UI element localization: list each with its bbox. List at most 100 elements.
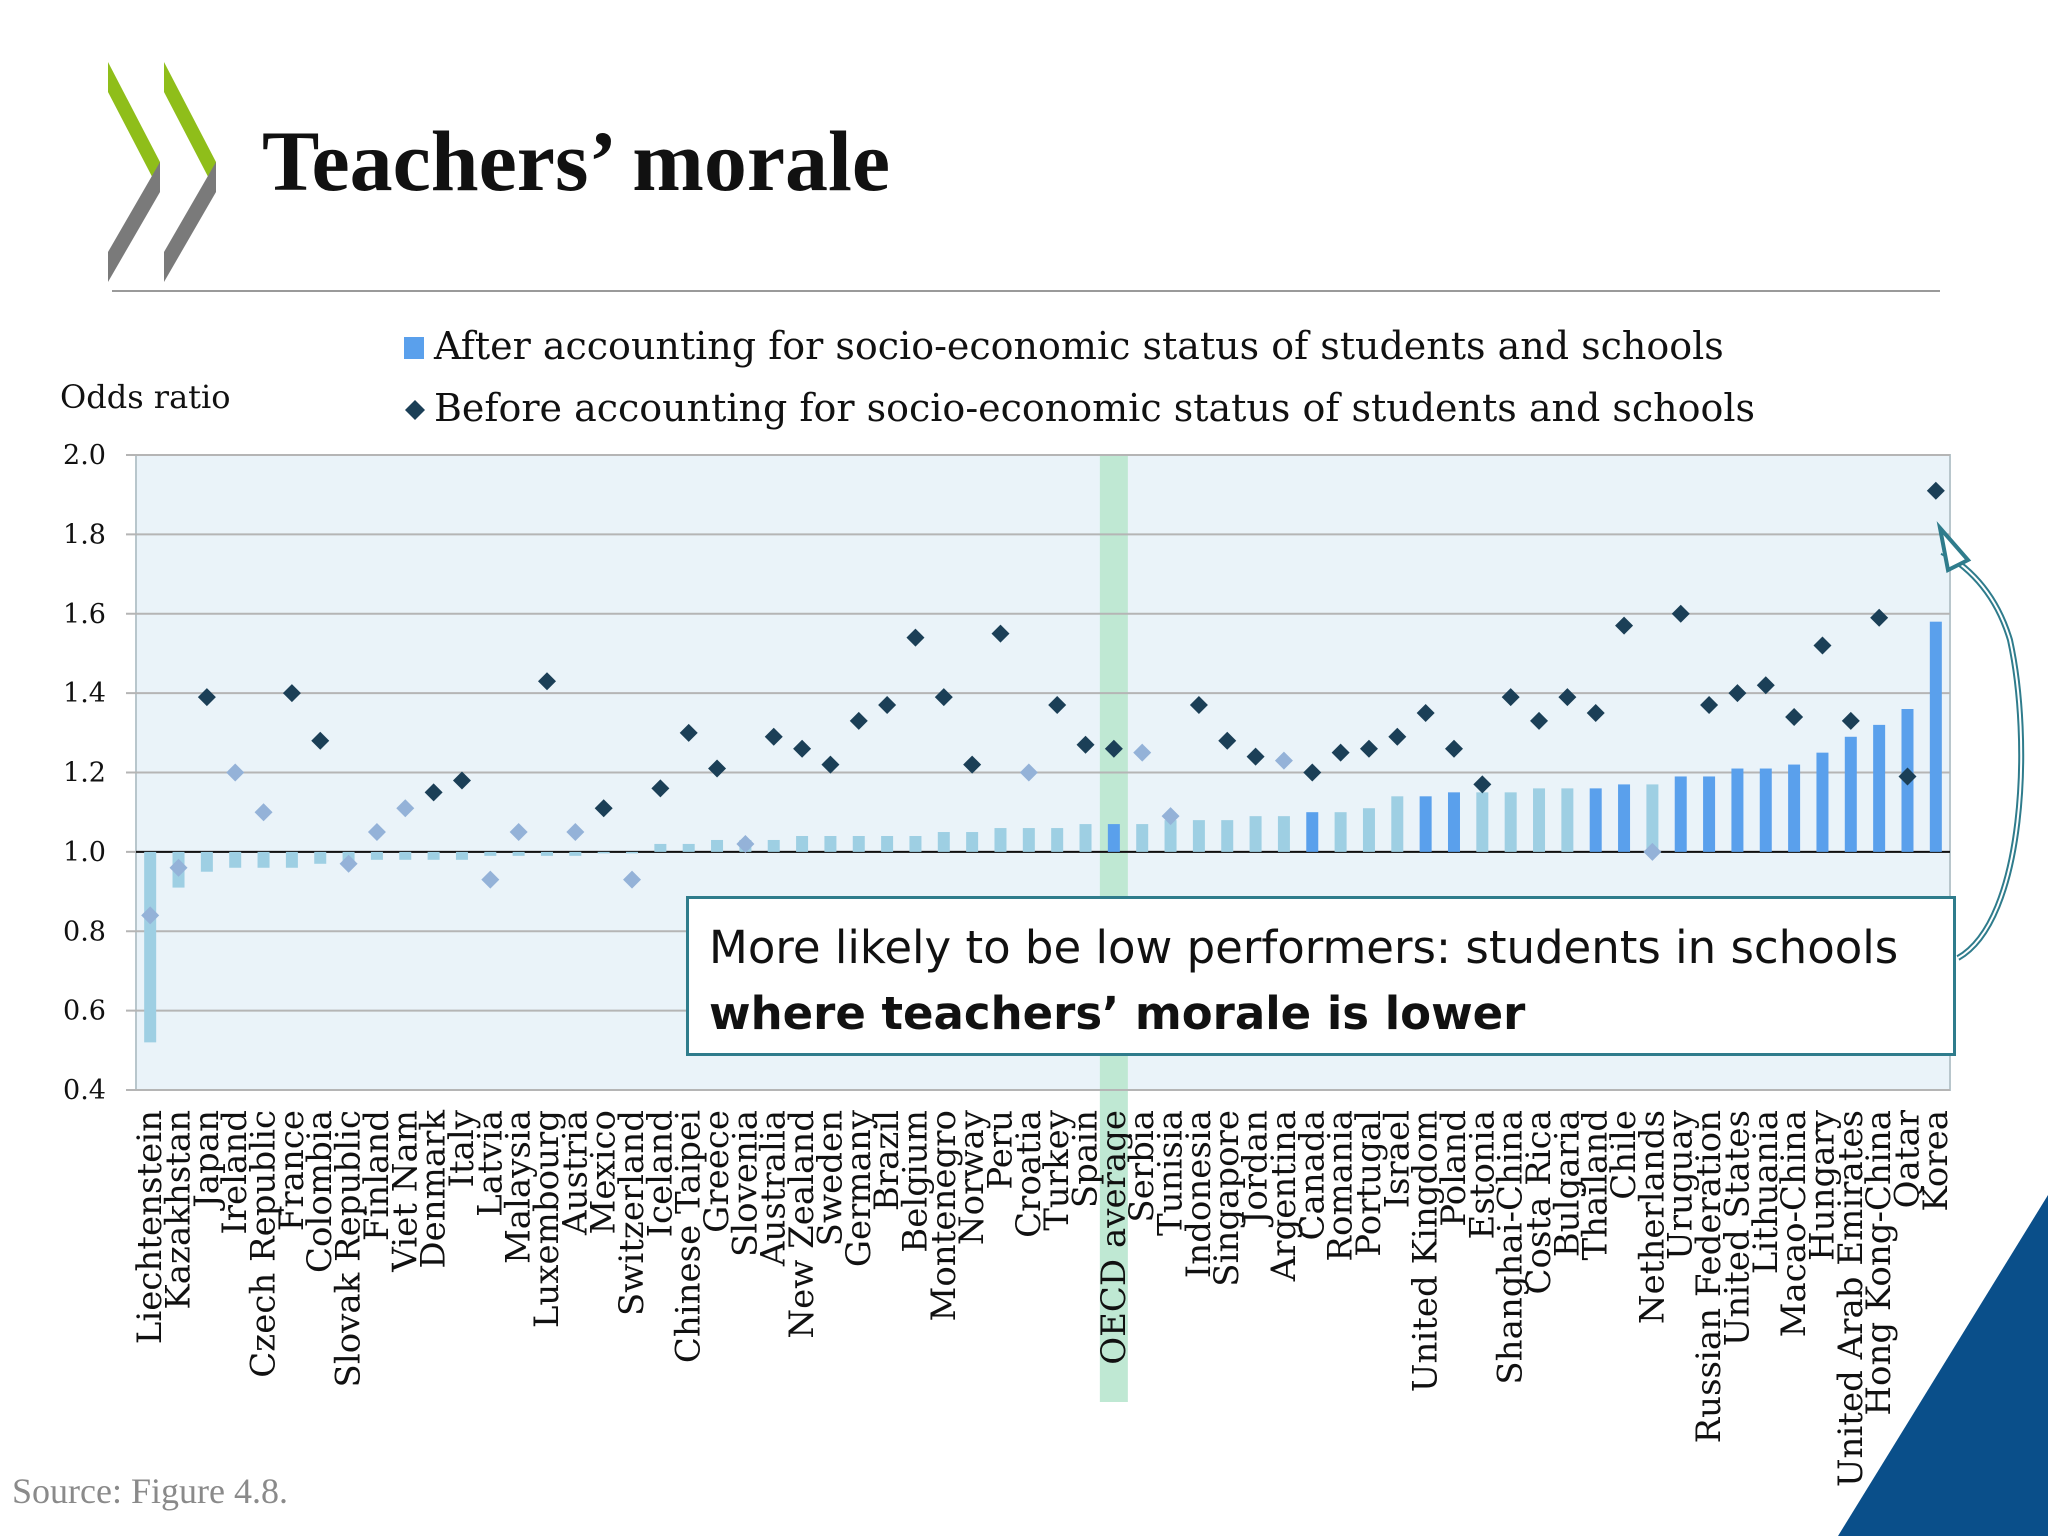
bar xyxy=(1051,828,1064,852)
x-category-label: Montenegro xyxy=(924,1110,964,1321)
diamond-marker xyxy=(764,727,783,746)
x-category-label: Sweden xyxy=(810,1110,850,1246)
y-tick-label: 1.6 xyxy=(63,599,106,630)
diamond-marker xyxy=(1756,676,1775,695)
x-category-label: Luxembourg xyxy=(527,1110,567,1328)
bar xyxy=(1277,816,1290,852)
diamond-marker xyxy=(991,624,1010,643)
x-category-label: Spain xyxy=(1066,1110,1106,1208)
diamond-marker xyxy=(1019,763,1038,782)
bar xyxy=(314,851,327,864)
x-category-label: Italy xyxy=(442,1109,482,1187)
diamond-marker xyxy=(878,696,897,715)
x-category-label: Lithuania xyxy=(1746,1110,1786,1274)
bar xyxy=(1164,820,1177,852)
x-category-label: Russian Federation xyxy=(1689,1110,1729,1443)
bar xyxy=(626,851,639,854)
x-category-label: Liechtenstein xyxy=(130,1110,170,1344)
bar xyxy=(881,836,894,852)
x-category-label: Iceland xyxy=(640,1110,680,1237)
bar xyxy=(966,832,979,852)
bar xyxy=(285,851,298,868)
bar xyxy=(427,851,440,860)
diamond-marker xyxy=(254,803,273,822)
x-category-label: Hungary xyxy=(1802,1109,1842,1261)
bar xyxy=(1533,788,1546,852)
bar xyxy=(399,851,412,860)
legend-diamond-swatch xyxy=(405,400,425,420)
x-category-label: Latvia xyxy=(470,1110,510,1217)
x-category-label: Poland xyxy=(1434,1110,1474,1227)
logo-chevron-grey-right xyxy=(164,162,216,282)
diamond-marker xyxy=(1586,703,1605,722)
diamond-marker xyxy=(793,739,812,758)
diamond-marker xyxy=(1785,707,1804,726)
bar xyxy=(852,836,865,852)
x-category-label: Switzerland xyxy=(612,1110,652,1316)
diamond-marker xyxy=(1841,711,1860,730)
x-category-label: Korea xyxy=(1916,1110,1956,1212)
x-category-label: Singapore xyxy=(1207,1110,1247,1287)
chart-legend: After accounting for socio-economic stat… xyxy=(404,324,1755,430)
x-category-label: Germany xyxy=(839,1109,879,1267)
x-category-label: Czech Republic xyxy=(244,1110,284,1378)
x-category-label: Portugal xyxy=(1349,1110,1389,1257)
x-category-label: Finland xyxy=(357,1110,397,1241)
x-category-label: Kazakhstan xyxy=(159,1110,199,1310)
diamond-marker xyxy=(1444,739,1463,758)
bar xyxy=(512,851,525,856)
bar xyxy=(229,851,242,868)
x-category-label: Turkey xyxy=(1037,1109,1077,1231)
callout-arrowhead-icon xyxy=(1936,521,1972,573)
bar xyxy=(1759,768,1772,852)
bar xyxy=(1504,792,1517,852)
y-tick-label: 0.8 xyxy=(63,916,106,947)
diamond-marker xyxy=(906,628,925,647)
bar xyxy=(597,851,610,854)
x-category-label: Thailand xyxy=(1576,1110,1616,1261)
x-category-label: Australia xyxy=(754,1110,794,1267)
x-category-label: Malaysia xyxy=(499,1110,539,1264)
legend-bar-swatch xyxy=(404,337,424,359)
bar xyxy=(1107,824,1120,852)
x-category-label: Estonia xyxy=(1462,1110,1502,1239)
diamond-marker xyxy=(1133,743,1152,762)
bar xyxy=(1419,796,1432,852)
diamond-marker xyxy=(1076,735,1095,754)
diamond-marker xyxy=(1898,767,1917,786)
x-category-label: Belgium xyxy=(895,1110,935,1253)
callout-line-2: where teachers’ morale is lower xyxy=(709,987,1526,1040)
diamond-marker xyxy=(226,763,245,782)
diamond-marker xyxy=(1331,743,1350,762)
title-divider xyxy=(112,290,1940,292)
diamond-marker xyxy=(679,723,698,742)
diamond-marker xyxy=(566,823,585,842)
x-category-label: New Zealand xyxy=(782,1110,822,1339)
bar xyxy=(682,843,695,852)
callout-line-1: More likely to be low performers: studen… xyxy=(709,921,1899,974)
diamond-marker xyxy=(367,823,386,842)
diamond-marker xyxy=(849,711,868,730)
bar xyxy=(1618,784,1631,852)
bar xyxy=(1873,724,1886,852)
x-category-label: Serbia xyxy=(1122,1110,1162,1223)
bar xyxy=(1476,792,1489,852)
x-category-label: Norway xyxy=(952,1109,992,1245)
callout-arrow-inner xyxy=(1941,551,2023,959)
source-note: Source: Figure 4.8. xyxy=(12,1471,288,1511)
x-category-label: Chile xyxy=(1604,1110,1644,1200)
logo-chevron-green-right xyxy=(164,62,216,192)
bar xyxy=(370,851,383,860)
bar xyxy=(455,851,468,860)
diamond-marker xyxy=(509,823,528,842)
diamond-marker xyxy=(1813,636,1832,655)
diamond-marker xyxy=(424,783,443,802)
diamond-marker xyxy=(1530,711,1549,730)
logo-chevron-grey-left xyxy=(108,162,160,282)
diamond-marker xyxy=(1274,751,1293,770)
x-category-label: Japan xyxy=(187,1110,227,1211)
slide-title: Teachers’ morale xyxy=(262,113,891,209)
x-category-label: Mexico xyxy=(584,1110,624,1235)
x-category-label: Netherlands xyxy=(1632,1110,1672,1324)
diamond-marker xyxy=(1161,807,1180,826)
